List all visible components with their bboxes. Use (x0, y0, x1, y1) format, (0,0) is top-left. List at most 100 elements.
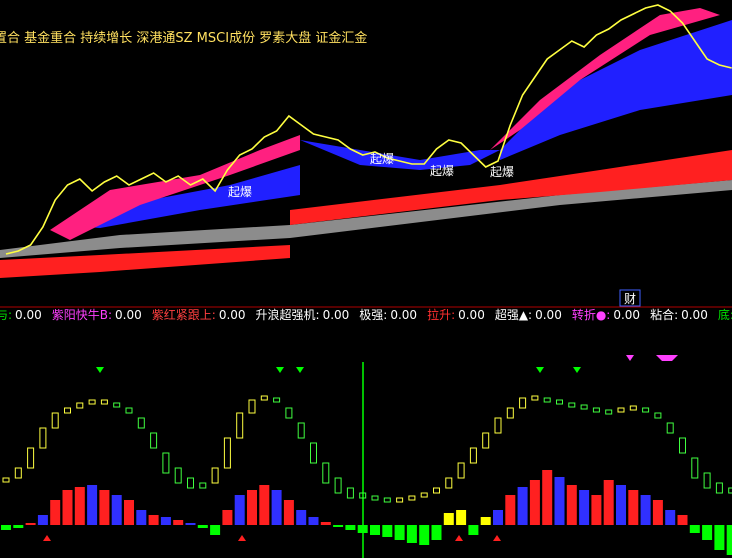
oscillator-point (2, 477, 10, 483)
tag-line: 置合 基金重合 持续增长 深港通SZ MSCI成份 罗素大盘 证金汇金 (0, 30, 367, 46)
histogram-bar (616, 485, 626, 525)
indicator: 拉升: 0.00 (427, 308, 485, 322)
histogram-bar (357, 525, 368, 533)
histogram-bar (603, 480, 614, 525)
indicator-name: 拉升: (427, 308, 456, 322)
oscillator-point (27, 447, 35, 469)
oscillator-point (273, 397, 281, 403)
oscillator-point (494, 417, 502, 434)
histogram-bar (148, 515, 159, 525)
indicator: 极强: 0.00 (359, 308, 417, 322)
oscillator-point (125, 407, 133, 414)
oscillator-point (113, 402, 121, 408)
histogram-bar (99, 490, 110, 525)
oscillator-point (519, 397, 527, 409)
histogram-bar (247, 490, 257, 525)
histogram-bar (714, 525, 725, 550)
indicator-name: 超强▲: (494, 308, 533, 322)
indicator-value: 0.00 (115, 308, 142, 322)
indicator-value: 0.00 (458, 308, 485, 322)
oscillator-point (248, 399, 256, 414)
oscillator-point (666, 422, 674, 434)
histogram-bar (111, 495, 122, 525)
histogram-bar (456, 510, 467, 525)
histogram-bar (640, 495, 651, 525)
histogram-bar (652, 500, 663, 525)
histogram-bar (296, 510, 307, 525)
histogram-bar (136, 510, 147, 525)
histogram-bar (689, 525, 700, 533)
oscillator-point (51, 412, 59, 429)
histogram-bar (702, 525, 713, 540)
annotation: 起爆 (430, 164, 454, 178)
oscillator-point (642, 407, 650, 413)
histogram-bar (234, 495, 245, 525)
indicator-name: 粘合: (650, 308, 679, 322)
oscillator-point (285, 407, 293, 419)
annotation: 起爆 (490, 165, 514, 179)
oscillator-point (310, 442, 317, 464)
oscillator-point (100, 399, 108, 405)
indicator: 底:- (718, 308, 732, 322)
indicator-name: 转折●: (571, 308, 611, 322)
histogram-bar (320, 522, 331, 525)
histogram-bar (259, 485, 270, 525)
oscillator-point (322, 462, 330, 484)
indicator-name: 紫阳快牛B: (51, 308, 113, 322)
histogram-bar (210, 525, 221, 535)
oscillator-point (76, 402, 84, 409)
histogram-bar (283, 500, 294, 525)
indicator-value: 0.00 (218, 308, 246, 322)
oscillator-point (629, 405, 637, 411)
histogram-bar (665, 510, 676, 525)
indicator-value: 0.00 (390, 308, 418, 322)
indicator-name: 与: (0, 308, 13, 322)
oscillator-point (543, 397, 551, 403)
histogram-bar (222, 510, 233, 525)
oscillator-point (592, 407, 600, 413)
histogram-bar (468, 525, 479, 535)
histogram-bar (308, 517, 319, 525)
indicator-name: 升浪超强机: (255, 308, 320, 322)
oscillator-point (420, 492, 428, 498)
histogram-bar (554, 477, 565, 525)
indicator-name: 紫红紧跟上: (151, 308, 216, 322)
oscillator-point (556, 399, 563, 405)
oscillator-point (691, 457, 699, 479)
histogram-bar (394, 525, 405, 540)
oscillator-point (703, 472, 711, 489)
ribbons (0, 8, 732, 558)
oscillator-point (715, 482, 723, 494)
oscillator-point (260, 395, 268, 401)
histogram-bar (160, 517, 171, 525)
indicator: 超强▲: 0.00 (495, 308, 562, 322)
histogram-bar (74, 487, 85, 525)
oscillator-point (568, 402, 576, 408)
annotation: 起爆 (370, 152, 394, 166)
histogram-bar (13, 525, 24, 528)
oscillator-point (482, 432, 490, 449)
indicator-value: 0.00 (535, 308, 562, 322)
indicator-name: 底: (717, 308, 732, 322)
histogram-bar (505, 495, 516, 525)
indicator-value: 0.00 (15, 308, 42, 322)
indicator-name: 极强: (359, 308, 388, 322)
oscillator-point (64, 407, 71, 414)
oscillator-point (654, 412, 662, 419)
histogram-bar (173, 520, 184, 525)
indicator-row: 与: 0.00 紫阳快牛B: 0.00 紫红紧跟上: 0.00 升浪超强机: 0.00 极强: 0… (0, 306, 732, 323)
oscillator-point (457, 462, 465, 479)
histogram-bar (50, 500, 61, 525)
oscillator-point (679, 437, 686, 454)
histogram-bar (271, 490, 282, 525)
indicator-value: 0.00 (613, 308, 641, 322)
oscillator-point (617, 407, 625, 413)
oscillator-point (150, 432, 158, 449)
badge: 财 (624, 292, 636, 306)
oscillator-point (580, 404, 588, 410)
oscillator-point (506, 407, 514, 419)
oscillator-point (334, 477, 342, 494)
histogram-bar (443, 513, 454, 525)
histogram-bar (628, 490, 639, 525)
